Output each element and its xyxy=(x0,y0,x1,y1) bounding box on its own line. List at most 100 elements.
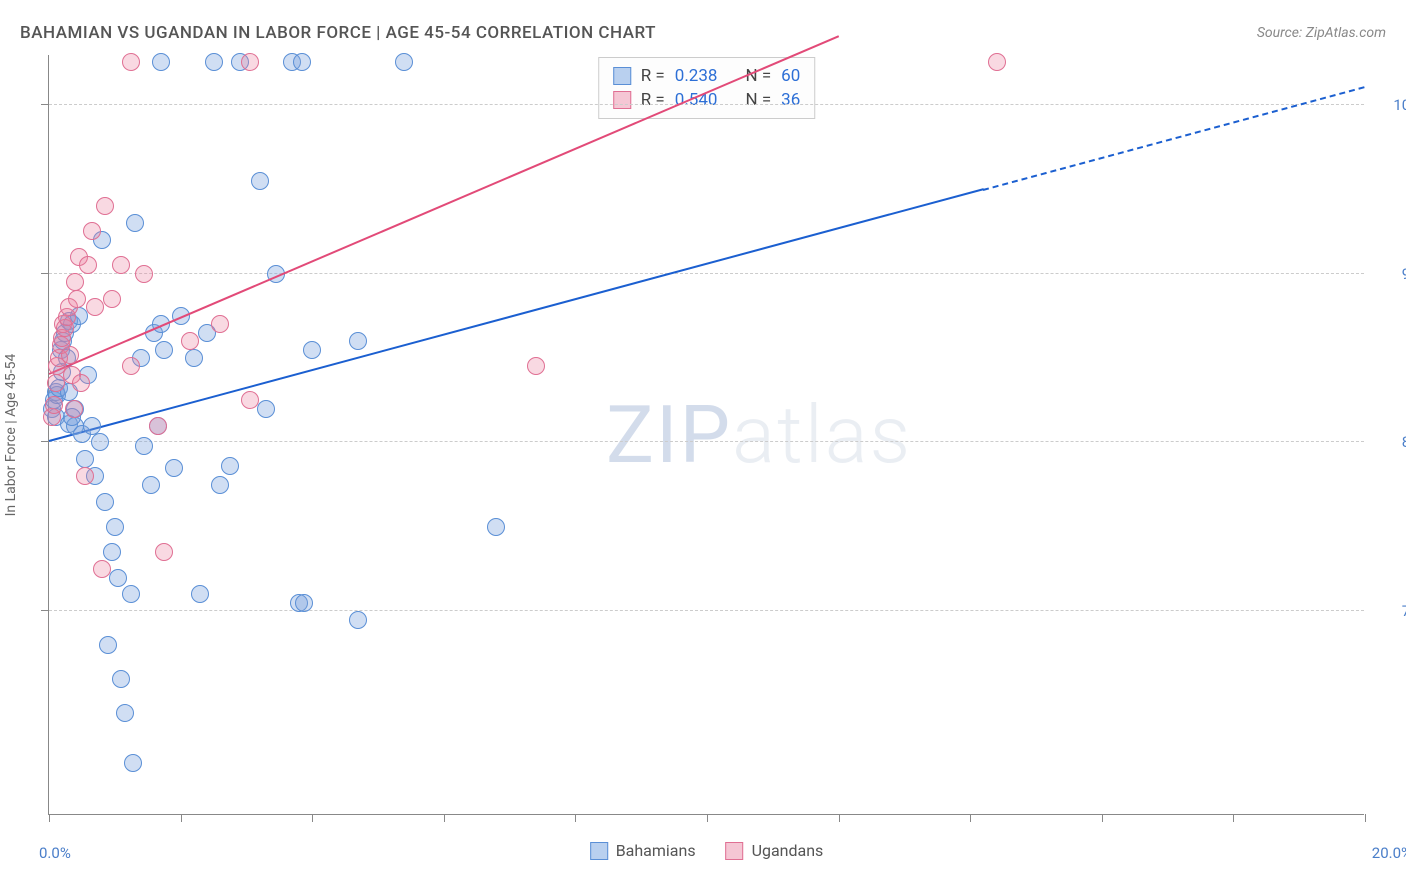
scatter-point xyxy=(103,543,121,561)
x-tick-label: 20.0% xyxy=(1372,844,1406,862)
scatter-point xyxy=(79,256,97,274)
legend-swatch xyxy=(726,842,744,860)
scatter-point xyxy=(349,332,367,350)
x-tick-label: 0.0% xyxy=(39,844,71,862)
legend-item: Bahamians xyxy=(590,841,696,860)
legend: Bahamians Ugandans xyxy=(590,841,824,860)
x-tick xyxy=(575,814,576,822)
gridline-h xyxy=(49,610,1364,611)
scatter-point xyxy=(487,518,505,536)
x-tick xyxy=(970,814,971,822)
x-tick xyxy=(1365,814,1366,822)
scatter-point xyxy=(221,457,239,475)
scatter-point xyxy=(135,265,153,283)
scatter-point xyxy=(303,341,321,359)
scatter-point xyxy=(45,396,63,414)
stats-swatch xyxy=(613,91,631,109)
x-tick xyxy=(181,814,182,822)
scatter-point xyxy=(68,290,86,308)
scatter-point xyxy=(103,290,121,308)
scatter-point xyxy=(99,636,117,654)
x-tick xyxy=(312,814,313,822)
scatter-point xyxy=(211,476,229,494)
scatter-point xyxy=(181,332,199,350)
scatter-point xyxy=(61,346,79,364)
scatter-point xyxy=(65,400,83,418)
legend-item: Ugandans xyxy=(726,841,824,860)
stats-row: R =0.238N =60 xyxy=(613,64,801,88)
y-tick xyxy=(41,441,49,442)
scatter-point xyxy=(96,493,114,511)
stat-n-label: N = xyxy=(745,88,771,112)
gridline-h xyxy=(49,441,1364,442)
x-tick xyxy=(1233,814,1234,822)
y-tick-label: 100.0% xyxy=(1393,96,1406,114)
scatter-point xyxy=(155,341,173,359)
scatter-point xyxy=(527,357,545,375)
scatter-point xyxy=(76,450,94,468)
y-tick-label: 70.0% xyxy=(1402,602,1406,620)
legend-label: Bahamians xyxy=(616,841,696,860)
scatter-point xyxy=(185,349,203,367)
scatter-point xyxy=(295,594,313,612)
stat-r-label: R = xyxy=(641,88,665,112)
scatter-point xyxy=(165,459,183,477)
scatter-point xyxy=(241,53,259,71)
scatter-point xyxy=(126,214,144,232)
x-tick xyxy=(1102,814,1103,822)
gridline-h xyxy=(49,104,1364,105)
scatter-point xyxy=(293,53,311,71)
y-tick-label: 90.0% xyxy=(1402,265,1406,283)
scatter-point xyxy=(205,53,223,71)
y-tick xyxy=(41,273,49,274)
watermark-zip: ZIP xyxy=(606,388,732,482)
scatter-point xyxy=(241,391,259,409)
trend-line xyxy=(49,35,839,375)
scatter-point xyxy=(122,53,140,71)
scatter-point xyxy=(988,53,1006,71)
scatter-point xyxy=(211,315,229,333)
scatter-point xyxy=(96,197,114,215)
trend-line xyxy=(983,86,1365,191)
x-tick xyxy=(707,814,708,822)
scatter-point xyxy=(124,754,142,772)
scatter-point xyxy=(109,569,127,587)
scatter-point xyxy=(106,518,124,536)
stats-box: R =0.238N =60R =0.540N =36 xyxy=(598,57,816,119)
scatter-point xyxy=(112,670,130,688)
scatter-point xyxy=(76,467,94,485)
y-tick-label: 80.0% xyxy=(1402,433,1406,451)
scatter-point xyxy=(66,273,84,291)
x-tick xyxy=(49,814,50,822)
scatter-point xyxy=(257,400,275,418)
scatter-point xyxy=(47,374,65,392)
scatter-point xyxy=(72,374,90,392)
stat-n-value: 36 xyxy=(781,88,800,112)
scatter-point xyxy=(142,476,160,494)
scatter-point xyxy=(83,417,101,435)
scatter-point xyxy=(116,704,134,722)
watermark-rest: atlas xyxy=(732,388,912,482)
chart-header: BAHAMIAN VS UGANDAN IN LABOR FORCE | AGE… xyxy=(20,18,1386,48)
x-tick xyxy=(444,814,445,822)
scatter-point xyxy=(86,298,104,316)
scatter-point xyxy=(251,172,269,190)
scatter-point xyxy=(83,222,101,240)
scatter-point xyxy=(149,417,167,435)
chart-title: BAHAMIAN VS UGANDAN IN LABOR FORCE | AGE… xyxy=(20,23,656,43)
legend-swatch xyxy=(590,842,608,860)
scatter-point xyxy=(152,53,170,71)
y-tick xyxy=(41,104,49,105)
scatter-point xyxy=(135,437,153,455)
chart-source: Source: ZipAtlas.com xyxy=(1257,25,1386,41)
stat-r-label: R = xyxy=(641,64,665,88)
scatter-point xyxy=(349,611,367,629)
scatter-point xyxy=(112,256,130,274)
y-axis-label: In Labor Force | Age 45-54 xyxy=(3,353,19,516)
scatter-point xyxy=(191,585,209,603)
legend-label: Ugandans xyxy=(752,841,824,860)
scatter-point xyxy=(122,585,140,603)
scatter-point xyxy=(122,357,140,375)
scatter-point xyxy=(93,560,111,578)
scatter-point xyxy=(395,53,413,71)
